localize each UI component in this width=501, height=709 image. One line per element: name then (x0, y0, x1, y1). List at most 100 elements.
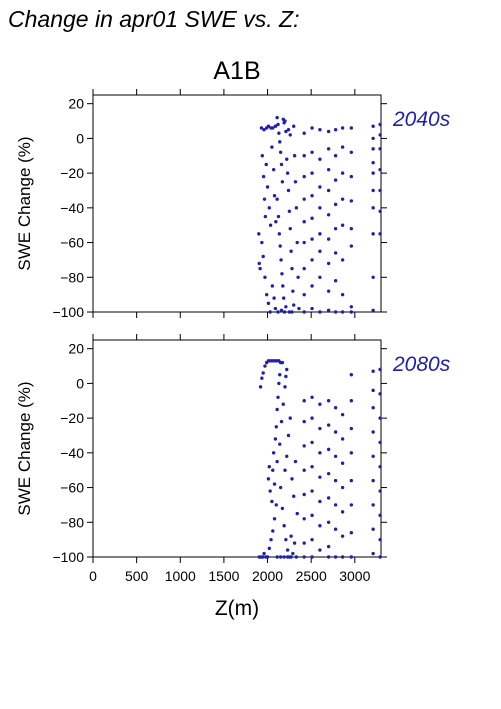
data-point (275, 197, 279, 201)
data-point (280, 360, 285, 365)
data-point (288, 226, 292, 231)
data-point (294, 555, 299, 559)
data-point (349, 244, 354, 248)
data-point (272, 517, 277, 521)
data-point (260, 240, 264, 245)
data-point (349, 305, 354, 309)
data-point (371, 171, 375, 175)
period-label: 2040s (392, 108, 451, 131)
data-point (296, 275, 300, 279)
data-point (326, 188, 331, 193)
data-point (261, 371, 265, 375)
data-point (275, 555, 279, 559)
data-point (271, 126, 275, 130)
data-point (278, 244, 282, 248)
data-point (378, 392, 382, 396)
data-point (340, 197, 345, 201)
data-point (349, 478, 354, 483)
data-point (318, 499, 322, 504)
data-point (371, 147, 375, 151)
period-label: 2080s (392, 353, 451, 376)
data-point (326, 308, 331, 312)
data-point (267, 546, 271, 551)
data-point (257, 232, 261, 236)
data-point (349, 310, 354, 314)
data-point (318, 475, 322, 479)
data-point (371, 454, 375, 459)
data-point (281, 117, 285, 122)
x-tick-label: 0 (89, 568, 97, 584)
data-point (302, 492, 306, 497)
y-axis-label: SWE Change (%) (15, 136, 34, 270)
data-point (302, 444, 306, 448)
data-point (326, 471, 331, 476)
data-point (326, 496, 331, 500)
data-point (286, 188, 291, 193)
data-point (302, 197, 306, 201)
data-point (378, 489, 382, 493)
data-point (371, 527, 375, 531)
data-point (371, 430, 375, 434)
data-point (257, 261, 261, 266)
data-point (318, 548, 322, 552)
y-tick-label: 20 (68, 341, 84, 357)
data-point (318, 426, 322, 431)
data-point (310, 513, 314, 518)
data-point (286, 433, 291, 438)
data-point (290, 477, 294, 481)
data-point (302, 220, 306, 224)
data-point (371, 188, 375, 193)
data-point (318, 275, 322, 279)
data-point (371, 136, 375, 141)
data-point (262, 197, 267, 201)
data-point (260, 154, 265, 158)
data-point (276, 310, 280, 314)
data-point (295, 511, 299, 516)
data-point (310, 537, 314, 542)
y-tick-label: −20 (60, 165, 84, 181)
data-point (262, 128, 266, 132)
data-point (371, 406, 375, 410)
data-point (333, 178, 338, 182)
data-point (378, 209, 382, 214)
data-point (333, 430, 338, 434)
data-point (264, 162, 268, 167)
data-point (266, 301, 271, 306)
data-point (274, 220, 278, 224)
data-point (302, 555, 306, 559)
data-point (293, 459, 298, 464)
data-point (371, 478, 375, 483)
data-point (281, 402, 285, 406)
data-point (340, 310, 345, 314)
data-point (273, 124, 278, 128)
data-point (264, 292, 269, 297)
data-point (333, 406, 338, 410)
data-point (371, 551, 375, 556)
data-point (282, 524, 286, 528)
data-point (287, 209, 292, 214)
data-point (326, 289, 331, 293)
y-tick-label: 0 (76, 375, 84, 391)
y-axis-label: SWE Change (%) (15, 381, 34, 515)
data-point (276, 214, 281, 219)
data-point (310, 126, 314, 130)
data-point (278, 140, 282, 144)
scenario-label: A1B (213, 57, 260, 85)
data-point (285, 548, 290, 552)
data-point (349, 226, 354, 231)
data-point (260, 376, 264, 380)
data-point (267, 465, 271, 469)
data-point (378, 513, 382, 518)
data-point (289, 555, 293, 559)
data-point (272, 193, 277, 198)
data-point (333, 279, 338, 283)
data-point (268, 310, 272, 314)
data-point (326, 399, 331, 403)
data-point (261, 174, 266, 179)
data-point (266, 477, 271, 481)
data-point (310, 237, 314, 241)
data-point (291, 289, 295, 293)
data-point (270, 284, 275, 288)
data-point (310, 555, 314, 559)
